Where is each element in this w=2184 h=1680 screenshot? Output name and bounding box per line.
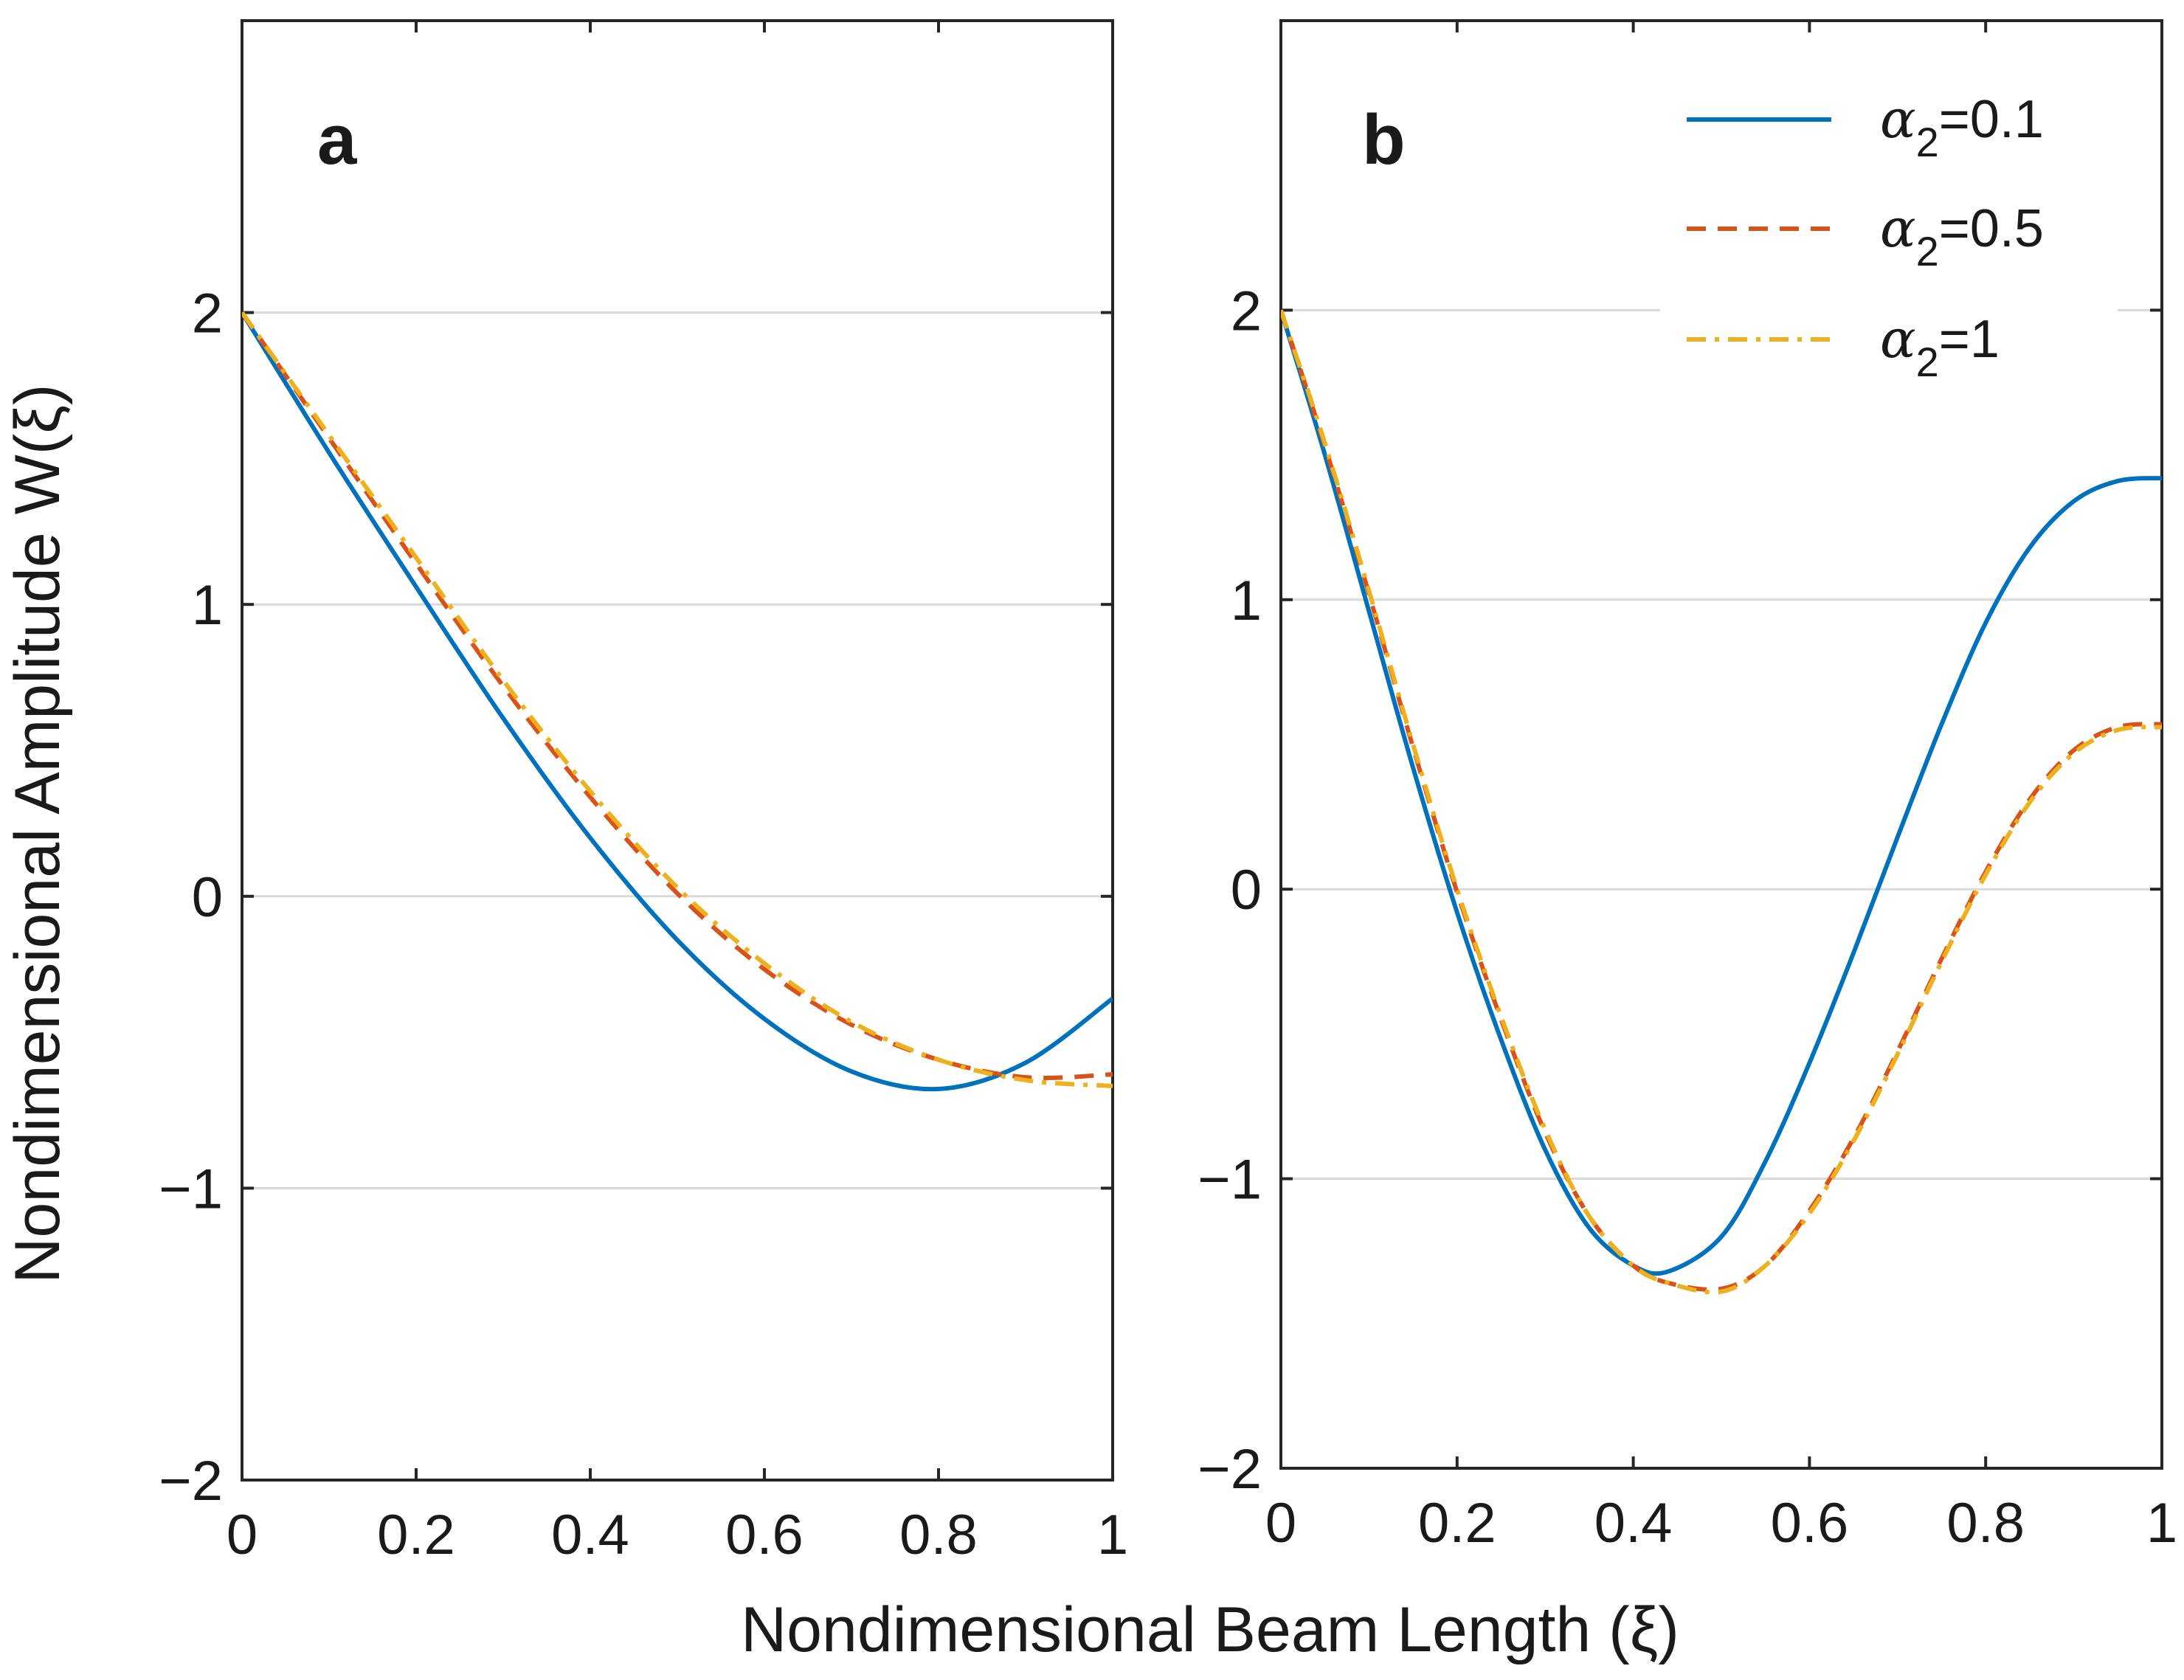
y-tick-label: 2 [1231, 280, 1262, 342]
x-tick-label: 0.4 [1594, 1492, 1673, 1555]
series-line [242, 311, 1113, 1088]
panel-b: −2 −1 0 1 2 0 0.2 0.4 0.6 0.8 1 b [1198, 19, 2177, 1555]
plot-frame [241, 19, 1114, 1482]
x-tick-label: 0 [1265, 1492, 1296, 1555]
x-tick-label: 0.6 [725, 1504, 804, 1566]
x-tick-label: 1 [1097, 1504, 1128, 1566]
x-axis-label: Nondimensional Beam Length (ξ) [741, 1594, 1679, 1665]
series-line [1281, 309, 2162, 1276]
series-line [242, 311, 1113, 1080]
legend-label: α2=0.5 [1880, 197, 2044, 274]
y-tick-label: 0 [1231, 859, 1262, 922]
y-tick-label: −1 [159, 1158, 223, 1220]
legend-label: α2=0.1 [1880, 88, 2044, 165]
x-tick-label: 0.4 [551, 1504, 629, 1566]
x-tick-label: 0 [227, 1504, 258, 1566]
y-axis-label: Nondimensional Amplitude W(ξ) [2, 384, 73, 1283]
x-tick-label: 0.8 [899, 1504, 978, 1566]
y-tick-label: −2 [159, 1450, 223, 1513]
legend: α2=0.1 α2=0.5 α2=1 [1660, 74, 2118, 385]
x-tick-label: 0.8 [1946, 1492, 2025, 1555]
y-tick-label: 1 [1231, 570, 1262, 632]
x-tick-label: 0.2 [1418, 1492, 1496, 1555]
x-tick-label: 1 [2146, 1492, 2177, 1555]
y-tick-label: −1 [1198, 1149, 1262, 1211]
panel-label: a [317, 100, 357, 179]
y-tick-label: −2 [1198, 1438, 1262, 1501]
legend-label: α2=1 [1880, 308, 2000, 385]
series-line [242, 311, 1113, 1092]
y-tick-label: 1 [192, 574, 223, 637]
x-tick-label: 0.2 [377, 1504, 455, 1566]
x-tick-label: 0.6 [1771, 1492, 1849, 1555]
panel-label: b [1362, 100, 1406, 179]
y-tick-label: 2 [192, 283, 223, 345]
y-tick-label: 0 [192, 866, 223, 929]
series-line [1281, 309, 2162, 1295]
panel-a: −2 −1 0 1 2 0 0.2 0.4 0.6 0.8 1 a [159, 19, 1128, 1566]
plot-frame [1279, 19, 2163, 1470]
